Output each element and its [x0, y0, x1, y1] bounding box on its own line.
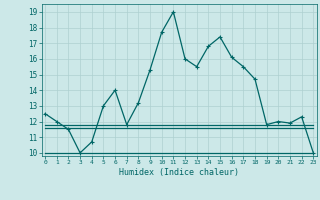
X-axis label: Humidex (Indice chaleur): Humidex (Indice chaleur) — [119, 168, 239, 177]
